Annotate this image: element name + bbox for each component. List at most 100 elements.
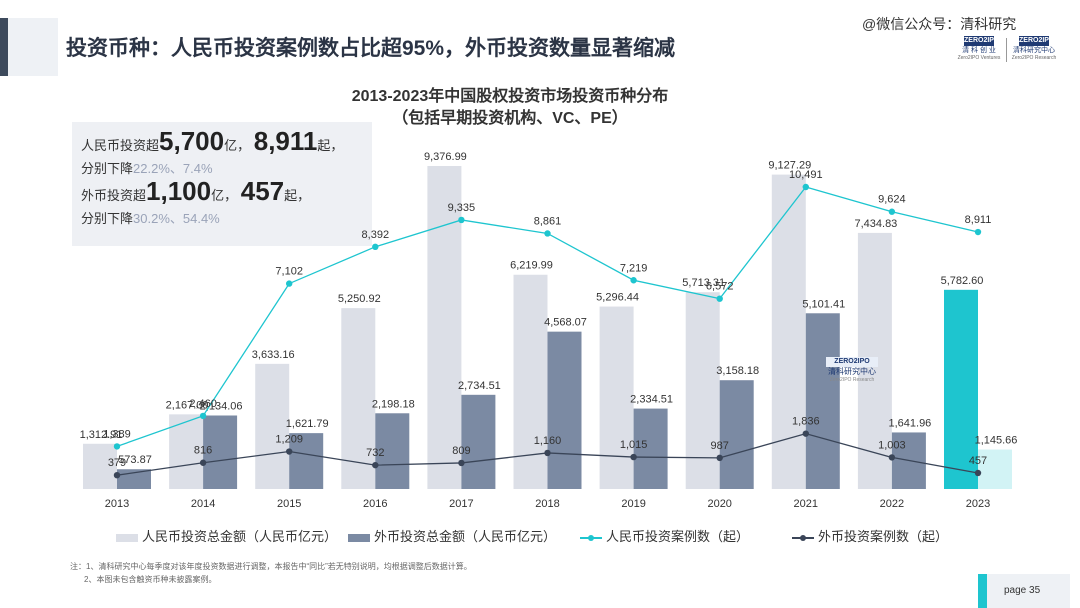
- label-fx-count-2017: 809: [452, 445, 470, 457]
- bar-fx-amount-2017: [461, 394, 496, 489]
- bar-rmb-amount-2021: [771, 174, 806, 489]
- label-fx-amount-2022: 1,641.96: [888, 417, 931, 429]
- label-fx-count-2021: 1,836: [792, 416, 820, 428]
- point-fx-count-2022: [888, 454, 896, 461]
- label-rmb-count-2014: 2,460: [189, 398, 217, 410]
- summary-rmb-prefix: 人民币投资超: [81, 138, 160, 153]
- logo-right-mid: 清科研究中心: [1013, 47, 1055, 54]
- summary-rmb-decline: 分别下降22.2%、7.4%: [81, 158, 213, 177]
- bar-fx-amount-2021: [805, 313, 840, 489]
- point-rmb-count-2022: [888, 208, 896, 215]
- point-rmb-count-2016: [372, 243, 379, 251]
- point-rmb-count-2021: [802, 183, 809, 191]
- summary-rmb-decline-pct: 22.2%、7.4%: [133, 161, 213, 176]
- label-fx-amount-2021: 5,101.41: [802, 298, 845, 310]
- logo-left-mid: 清 科 创 业: [962, 47, 996, 54]
- bar-fx-amount-2018: [547, 331, 582, 489]
- label-fx-count-2022: 1,003: [878, 439, 906, 451]
- legend-dot-fx-count: [800, 534, 806, 541]
- label-rmb-count-2020: 6,572: [706, 281, 734, 293]
- legend-line-rmb-count: [580, 534, 602, 541]
- point-fx-count-2015: [286, 448, 293, 455]
- point-fx-count-2017: [458, 459, 465, 467]
- x-tick-2013: 2013: [105, 498, 129, 510]
- label-rmb-amount-2020: 5,713.31: [682, 277, 725, 289]
- wechat-watermark: @微信公众号：清科研究: [862, 16, 1017, 32]
- x-tick-2019: 2019: [621, 498, 645, 510]
- bar-rmb-amount-2019: [599, 306, 634, 489]
- bar-fx-amount-2020: [719, 380, 754, 489]
- x-tick-2018: 2018: [535, 498, 559, 510]
- watermark-bot: Zero2IPO Research: [829, 377, 875, 383]
- logo-right-top: ZERO2IPO: [1019, 36, 1055, 46]
- page-indicator: page 35: [978, 574, 1070, 608]
- label-fx-count-2013: 379: [108, 457, 126, 469]
- summary-rmb-suffix: 起，: [317, 138, 344, 153]
- page-accent: [978, 574, 987, 608]
- label-rmb-count-2018: 8,861: [534, 215, 562, 227]
- point-rmb-count-2015: [286, 280, 293, 287]
- label-rmb-count-2023: 8,911: [965, 214, 992, 226]
- label-fx-count-2018: 1,160: [534, 435, 562, 447]
- label-fx-count-2016: 732: [366, 447, 384, 459]
- point-fx-count-2021: [802, 430, 809, 437]
- label-rmb-amount-2017: 9,376.99: [424, 151, 467, 163]
- bar-rmb-amount-2015: [255, 363, 290, 489]
- x-tick-2014: 2014: [191, 498, 215, 510]
- bar-fx-amount-2016: [375, 413, 410, 489]
- label-fx-amount-2018: 4,568.07: [544, 317, 587, 329]
- legend-swatch-rmb-amount: [116, 533, 138, 542]
- footnotes: 注：1、清科研究中心每季度对该年度投资数据进行调整，本报告中“同比”若无特别说明…: [70, 560, 472, 586]
- bar-fx-amount-2015: [289, 433, 324, 489]
- chart-title-line1: 2013-2023年中国股权投资市场投资币种分布: [351, 88, 669, 105]
- bar-rmb-amount-2017: [427, 166, 462, 489]
- label-fx-amount-2013: 573.87: [118, 454, 152, 466]
- logo-right-bot: Zero2IPO Research: [1011, 55, 1057, 61]
- logo-left-bot: Zero2IPO Ventures: [957, 55, 1001, 61]
- brand-logos: ZERO2IPO 清 科 创 业 Zero2IPO Ventures ZERO2…: [954, 36, 1059, 64]
- legend-item-fx-count: 外币投资案例数（起）: [792, 526, 948, 545]
- logo-left-top: ZERO2IPO: [964, 36, 1000, 46]
- label-fx-count-2019: 1,015: [620, 439, 648, 451]
- label-rmb-count-2022: 9,624: [878, 194, 906, 206]
- point-fx-count-2013: [113, 471, 121, 479]
- summary-fx-unit: 亿，: [211, 188, 238, 203]
- watermark-top: ZERO2IPO: [826, 357, 878, 367]
- label-rmb-amount-2016: 5,250.92: [338, 293, 381, 305]
- bar-fx-amount-2019: [633, 408, 668, 489]
- page-number: page 35: [1004, 585, 1041, 596]
- summary-fx-decline: 分别下降30.2%、54.4%: [81, 208, 220, 227]
- legend-dot-rmb-count: [588, 534, 594, 541]
- legend-item-rmb-count: 人民币投资案例数（起）: [580, 526, 749, 545]
- bar-rmb-amount-2014: [169, 414, 204, 489]
- x-tick-2021: 2021: [794, 498, 818, 510]
- point-fx-count-2020: [716, 454, 723, 462]
- x-tick-2020: 2020: [707, 498, 731, 510]
- legend-item-rmb-amount: 人民币投资总金额（人民币亿元）: [116, 526, 337, 545]
- x-tick-2016: 2016: [363, 498, 387, 510]
- footnote-2: 2、本图未包含触资币种未披露案例。: [84, 575, 217, 584]
- chart-watermark-logo: ZERO2IPO 清科研究中心 Zero2IPO Research: [826, 357, 878, 385]
- title-accent-bar: [0, 18, 8, 76]
- zero2ipo-ventures-logo: ZERO2IPO 清 科 创 业 Zero2IPO Ventures: [954, 36, 1004, 64]
- label-fx-amount-2016: 2,198.18: [372, 398, 415, 410]
- logo-divider: [1006, 38, 1007, 62]
- page-title: 投资币种：人民币投资案例数占比超95%，外币投资数量显著缩减: [66, 37, 676, 60]
- label-fx-count-2023: 457: [969, 455, 987, 467]
- point-rmb-count-2023: [974, 228, 982, 236]
- legend-label-rmb-amount: 人民币投资总金额（人民币亿元）: [142, 529, 338, 544]
- legend-swatch-fx-amount: [348, 533, 370, 542]
- point-rmb-count-2018: [544, 230, 551, 237]
- summary-fx-prefix: 外币投资超: [81, 188, 147, 203]
- label-rmb-count-2016: 8,392: [362, 229, 390, 241]
- x-tick-2017: 2017: [449, 498, 473, 510]
- label-fx-amount-2014: 2,134.06: [200, 400, 243, 412]
- label-rmb-amount-2015: 3,633.16: [252, 349, 295, 361]
- bar-rmb-amount-2020: [685, 292, 720, 489]
- point-rmb-count-2017: [458, 216, 465, 224]
- point-rmb-count-2013: [113, 443, 121, 450]
- summary-rmb-unit: 亿，: [224, 138, 251, 153]
- label-rmb-count-2019: 7,219: [620, 262, 648, 274]
- legend-label-rmb-count: 人民币投资案例数（起）: [606, 529, 750, 544]
